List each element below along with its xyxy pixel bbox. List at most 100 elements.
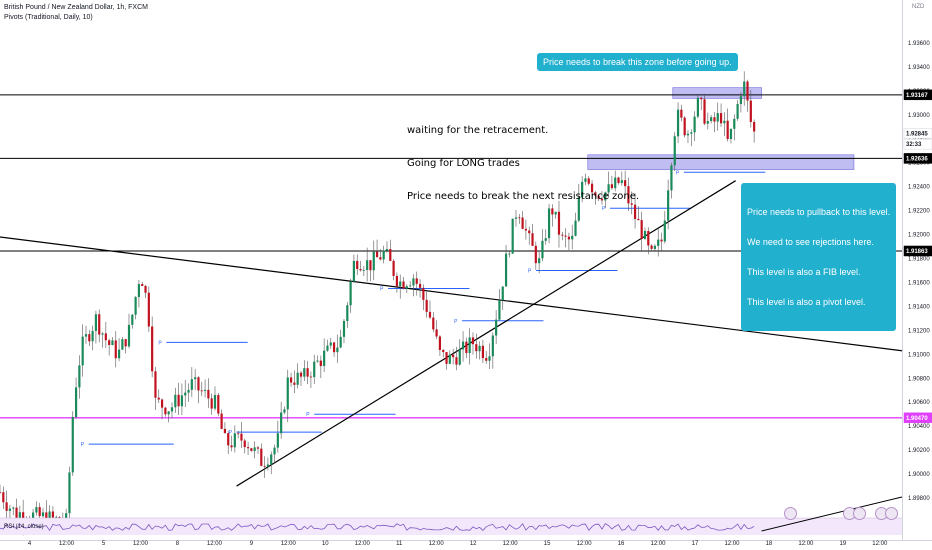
time-tick-label: 11: [396, 541, 403, 547]
candle-body: [164, 407, 167, 415]
candle-body: [260, 448, 263, 466]
candle-body: [306, 368, 309, 377]
indicator-label: Pivots (Traditional, Daily, 10): [4, 14, 93, 21]
candle-body: [5, 502, 8, 511]
price-badge-label: 32:33: [906, 142, 922, 148]
callout-line: We need to see rejections here.: [747, 237, 874, 247]
candle-body: [15, 507, 18, 518]
candle-body: [197, 377, 200, 391]
pivot-label: P: [380, 286, 384, 292]
candle-body: [296, 372, 299, 385]
candle-body: [151, 326, 154, 372]
candle-body: [604, 192, 607, 201]
price-tick-label: 1.90800: [908, 376, 930, 382]
candle-body: [657, 239, 660, 246]
candle-body: [263, 465, 266, 467]
price-badge: [903, 89, 932, 101]
candle-body: [375, 251, 379, 258]
candle-body: [680, 109, 683, 118]
callout-line: This level is also a FIB level.: [747, 267, 861, 277]
candle-body: [174, 394, 177, 408]
candle-body: [587, 178, 590, 184]
candle-body: [743, 81, 746, 97]
price-tick-label: 1.92200: [908, 209, 930, 215]
price-badge-label: 1.92636: [906, 156, 928, 162]
candle-body: [359, 269, 362, 271]
candle-body: [323, 350, 326, 367]
time-tick-label: 12:00: [133, 541, 149, 547]
candle-body: [41, 512, 45, 517]
candle-body: [746, 81, 749, 101]
candle-body: [392, 260, 395, 276]
candle-body: [696, 97, 700, 117]
event-bubble-icon[interactable]: [784, 507, 797, 520]
price-tick-label: 1.89800: [908, 496, 930, 502]
candle-body: [716, 113, 719, 122]
candle-body: [243, 440, 246, 448]
candle-body: [362, 270, 365, 271]
candle-body: [650, 245, 653, 249]
candle-body: [504, 253, 508, 287]
candle-body: [356, 260, 359, 270]
candle-body: [442, 349, 445, 353]
candle-body: [369, 260, 372, 271]
candle-body: [478, 345, 481, 352]
candle-body: [624, 180, 627, 187]
candle-body: [455, 357, 458, 365]
candle-body: [683, 117, 686, 136]
candle-body: [78, 365, 81, 388]
candle-body: [256, 447, 260, 449]
candle-body: [418, 283, 422, 288]
time-tick-label: 12:00: [207, 541, 223, 547]
event-bubble-icon[interactable]: [853, 507, 866, 520]
candle-body: [511, 218, 514, 254]
candle-body: [200, 390, 203, 392]
candle-body: [74, 387, 78, 418]
candle-body: [518, 217, 521, 219]
price-badge: [903, 245, 932, 257]
candle-body: [303, 368, 306, 377]
candle-body: [617, 177, 620, 184]
candle-body: [405, 286, 408, 289]
time-tick-label: 12:00: [798, 541, 814, 547]
candle-body: [620, 180, 623, 184]
pivot-label: P: [81, 442, 85, 448]
candle-body: [194, 377, 197, 380]
candle-body: [329, 342, 332, 346]
candle-body: [627, 186, 630, 204]
rsi-label: RSI (14, close): [4, 524, 44, 530]
candle-body: [372, 251, 375, 271]
price-tick-label: 1.91400: [908, 304, 930, 310]
pivot-label: P: [158, 340, 162, 346]
candle-body: [233, 433, 236, 448]
rsi-trendline: [761, 496, 903, 532]
callout-line: Price needs to pullback to this level.: [747, 207, 891, 217]
trendline: [236, 180, 736, 487]
time-tick-label: 12:00: [651, 541, 667, 547]
candle-body: [667, 190, 670, 221]
candle-body: [574, 220, 577, 236]
candle-body: [0, 492, 2, 493]
price-badge: [903, 138, 932, 150]
candle-body: [713, 117, 716, 122]
candle-body: [703, 99, 706, 124]
event-bubble-icon[interactable]: [885, 507, 898, 520]
candle-body: [551, 208, 554, 215]
candle-body: [564, 235, 567, 237]
candle-body: [293, 382, 296, 385]
price-axis-panel: [902, 0, 932, 550]
candle-body: [637, 218, 640, 221]
candle-body: [495, 319, 498, 336]
candle-body: [465, 341, 468, 354]
candle-body: [584, 178, 587, 182]
candle-body: [313, 361, 316, 378]
time-tick-label: 18: [766, 541, 773, 547]
candle-body: [435, 329, 438, 337]
candle-body: [640, 220, 643, 239]
candle-body: [422, 287, 425, 300]
candle-body: [131, 314, 134, 325]
candle-body: [614, 177, 617, 189]
candle-body: [177, 394, 180, 407]
candle-body: [127, 324, 131, 347]
